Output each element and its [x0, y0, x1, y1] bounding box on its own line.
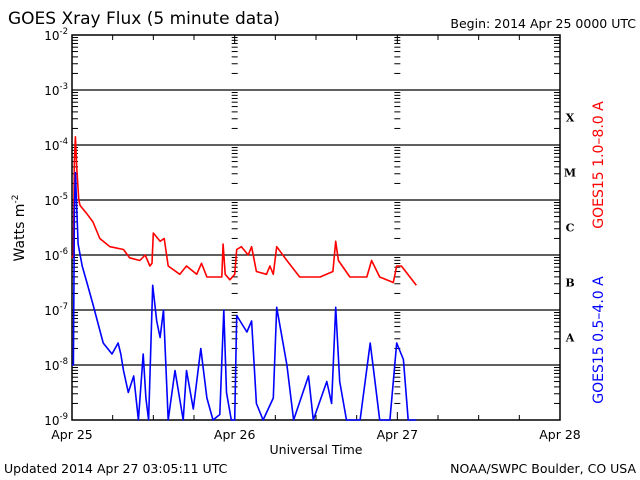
x-tick-label: Apr 27	[377, 427, 419, 442]
y-tick-base: 10	[44, 84, 59, 98]
y-tick-label: 10-9	[44, 412, 68, 428]
flare-class-label: B	[565, 277, 574, 290]
series-line-long	[71, 136, 417, 286]
y-axis-label: Watts m-2	[11, 195, 28, 262]
y-tick-label: 10-5	[44, 192, 68, 208]
x-tick-label: Apr 25	[51, 427, 93, 442]
y-tick-base: 10	[44, 414, 59, 428]
legend-label: GOES15 1.0–8.0 A	[591, 101, 607, 229]
updated-timestamp: Updated 2014 Apr 27 03:05:11 UTC	[4, 461, 228, 476]
begin-label: Begin: 2014 Apr 25 0000 UTC	[450, 16, 636, 31]
y-tick-label: 10-2	[44, 27, 68, 43]
gridlines	[72, 89, 560, 366]
y-axis-label-text: Watts m	[12, 204, 28, 262]
y-tick-base: 10	[44, 304, 59, 318]
chart-title: GOES Xray Flux (5 minute data)	[8, 9, 280, 29]
y-tick-exponent: -3	[60, 82, 68, 92]
legend-entry: GOES15 0.5–4.0 A	[591, 276, 607, 404]
y-tick-label: 10-6	[44, 247, 68, 263]
axis-ticks	[71, 35, 561, 420]
y-tick-base: 10	[44, 359, 59, 373]
x-axis-label: Universal Time	[270, 442, 363, 457]
y-tick-label: 10-7	[44, 302, 68, 318]
x-tick-labels: Apr 25 Apr 26 Apr 27 Apr 28	[51, 427, 581, 442]
y-tick-labels: 10-210-310-410-510-610-710-810-9	[44, 27, 68, 428]
y-tick-label: 10-3	[44, 82, 68, 98]
y-tick-exponent: -8	[60, 357, 68, 367]
plot-frame	[71, 34, 561, 421]
y-tick-exponent: -4	[60, 137, 68, 147]
flare-class-label: C	[566, 222, 575, 235]
legend-label: GOES15 0.5–4.0 A	[591, 276, 607, 404]
y-tick-exponent: -6	[60, 247, 68, 257]
series-lines	[71, 136, 417, 421]
y-tick-exponent: -5	[60, 192, 68, 202]
x-tick-label: Apr 26	[214, 427, 256, 442]
x-tick-label: Apr 28	[539, 427, 581, 442]
y-axis-label-sup: -2	[11, 195, 21, 204]
svg-text:Watts m-2: Watts m-2	[11, 195, 28, 262]
y-tick-base: 10	[44, 29, 59, 43]
legend: GOES15 1.0–8.0 A GOES15 0.5–4.0 A	[591, 101, 607, 404]
y-tick-base: 10	[44, 194, 59, 208]
credit-label: NOAA/SWPC Boulder, CO USA	[450, 461, 636, 476]
flare-class-label: A	[565, 332, 575, 345]
series-line-short	[72, 171, 417, 421]
y-tick-exponent: -2	[60, 27, 68, 37]
y-tick-base: 10	[44, 249, 59, 263]
flare-class-label: X	[566, 112, 575, 125]
flare-class-labels: X M C B A	[564, 112, 576, 345]
y-tick-label: 10-4	[44, 137, 68, 153]
legend-entry: GOES15 1.0–8.0 A	[591, 101, 607, 229]
y-tick-base: 10	[44, 139, 59, 153]
y-tick-exponent: -9	[60, 412, 68, 422]
y-tick-exponent: -7	[60, 302, 68, 312]
y-tick-label: 10-8	[44, 357, 68, 373]
flare-class-label: M	[564, 167, 576, 180]
